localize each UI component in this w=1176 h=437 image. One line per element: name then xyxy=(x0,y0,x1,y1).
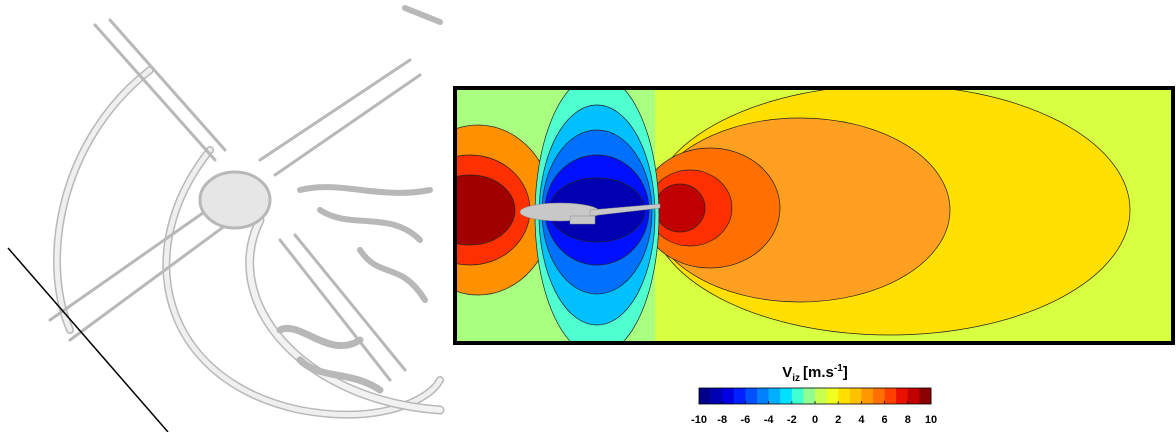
colorbar-segment xyxy=(722,388,735,404)
colorbar-segment xyxy=(710,388,723,404)
colorbar-segment xyxy=(803,388,816,404)
colorbar-segment xyxy=(791,388,804,404)
colorbar-segment xyxy=(838,388,851,404)
colorbar-segment xyxy=(896,388,909,404)
slice-frame xyxy=(453,86,1175,345)
title-close: ] xyxy=(843,364,848,381)
colorbar-segment xyxy=(884,388,897,404)
isosurface-view xyxy=(48,5,445,419)
vortex-filament xyxy=(297,184,433,303)
tick-label: 8 xyxy=(905,414,911,426)
tick-label: -8 xyxy=(717,414,727,426)
colorbar-segment xyxy=(849,388,862,404)
colorbar-segment xyxy=(768,388,781,404)
colorbar: -10 -8 -6 -4 -2 0 2 4 6 8 10 xyxy=(691,387,937,426)
colorbar-segment xyxy=(826,388,839,404)
tick-label: -4 xyxy=(764,414,775,426)
blade-edge xyxy=(258,58,422,177)
colorbar-segment xyxy=(907,388,920,404)
blade-edge xyxy=(93,18,227,162)
colorbar-segment xyxy=(861,388,874,404)
colorbar-title: Viz [m.s-1] xyxy=(782,363,848,384)
title-symbol: V xyxy=(782,364,792,381)
fuselage xyxy=(198,170,272,230)
tick-label: 4 xyxy=(858,414,865,426)
title-unit: [m.s xyxy=(803,364,834,381)
tick-label: 2 xyxy=(835,414,841,426)
contour-band xyxy=(654,183,706,233)
vortex-tube-highlight xyxy=(246,217,443,413)
colorbar-segment xyxy=(757,388,769,404)
colorbar-segment xyxy=(745,388,758,404)
contour-band xyxy=(455,174,516,246)
colorbar-segment xyxy=(919,388,932,404)
vortex-tube xyxy=(245,215,445,415)
colorbar-segment xyxy=(873,388,885,404)
tick-label: -6 xyxy=(741,414,751,426)
tick-label: 10 xyxy=(925,414,937,426)
title-superscript: -1 xyxy=(834,363,843,374)
tick-label: -2 xyxy=(787,414,797,426)
vortex-tube-highlight xyxy=(54,67,153,333)
ground-plane-edge xyxy=(7,247,169,433)
contour-slice xyxy=(455,88,1173,343)
vortex-filament xyxy=(276,324,384,394)
tick-label: -10 xyxy=(691,414,707,426)
tick-label: 0 xyxy=(812,414,818,426)
tick-label: 6 xyxy=(882,414,888,426)
title-subscript: iz xyxy=(792,373,800,384)
blade-edge xyxy=(278,233,407,382)
colorbar-segment xyxy=(733,388,746,404)
vortex-tube xyxy=(402,5,443,25)
colorbar-segment xyxy=(699,388,711,404)
colorbar-segment xyxy=(780,388,793,404)
colorbar-segment xyxy=(815,388,827,404)
helicopter xyxy=(519,202,661,225)
